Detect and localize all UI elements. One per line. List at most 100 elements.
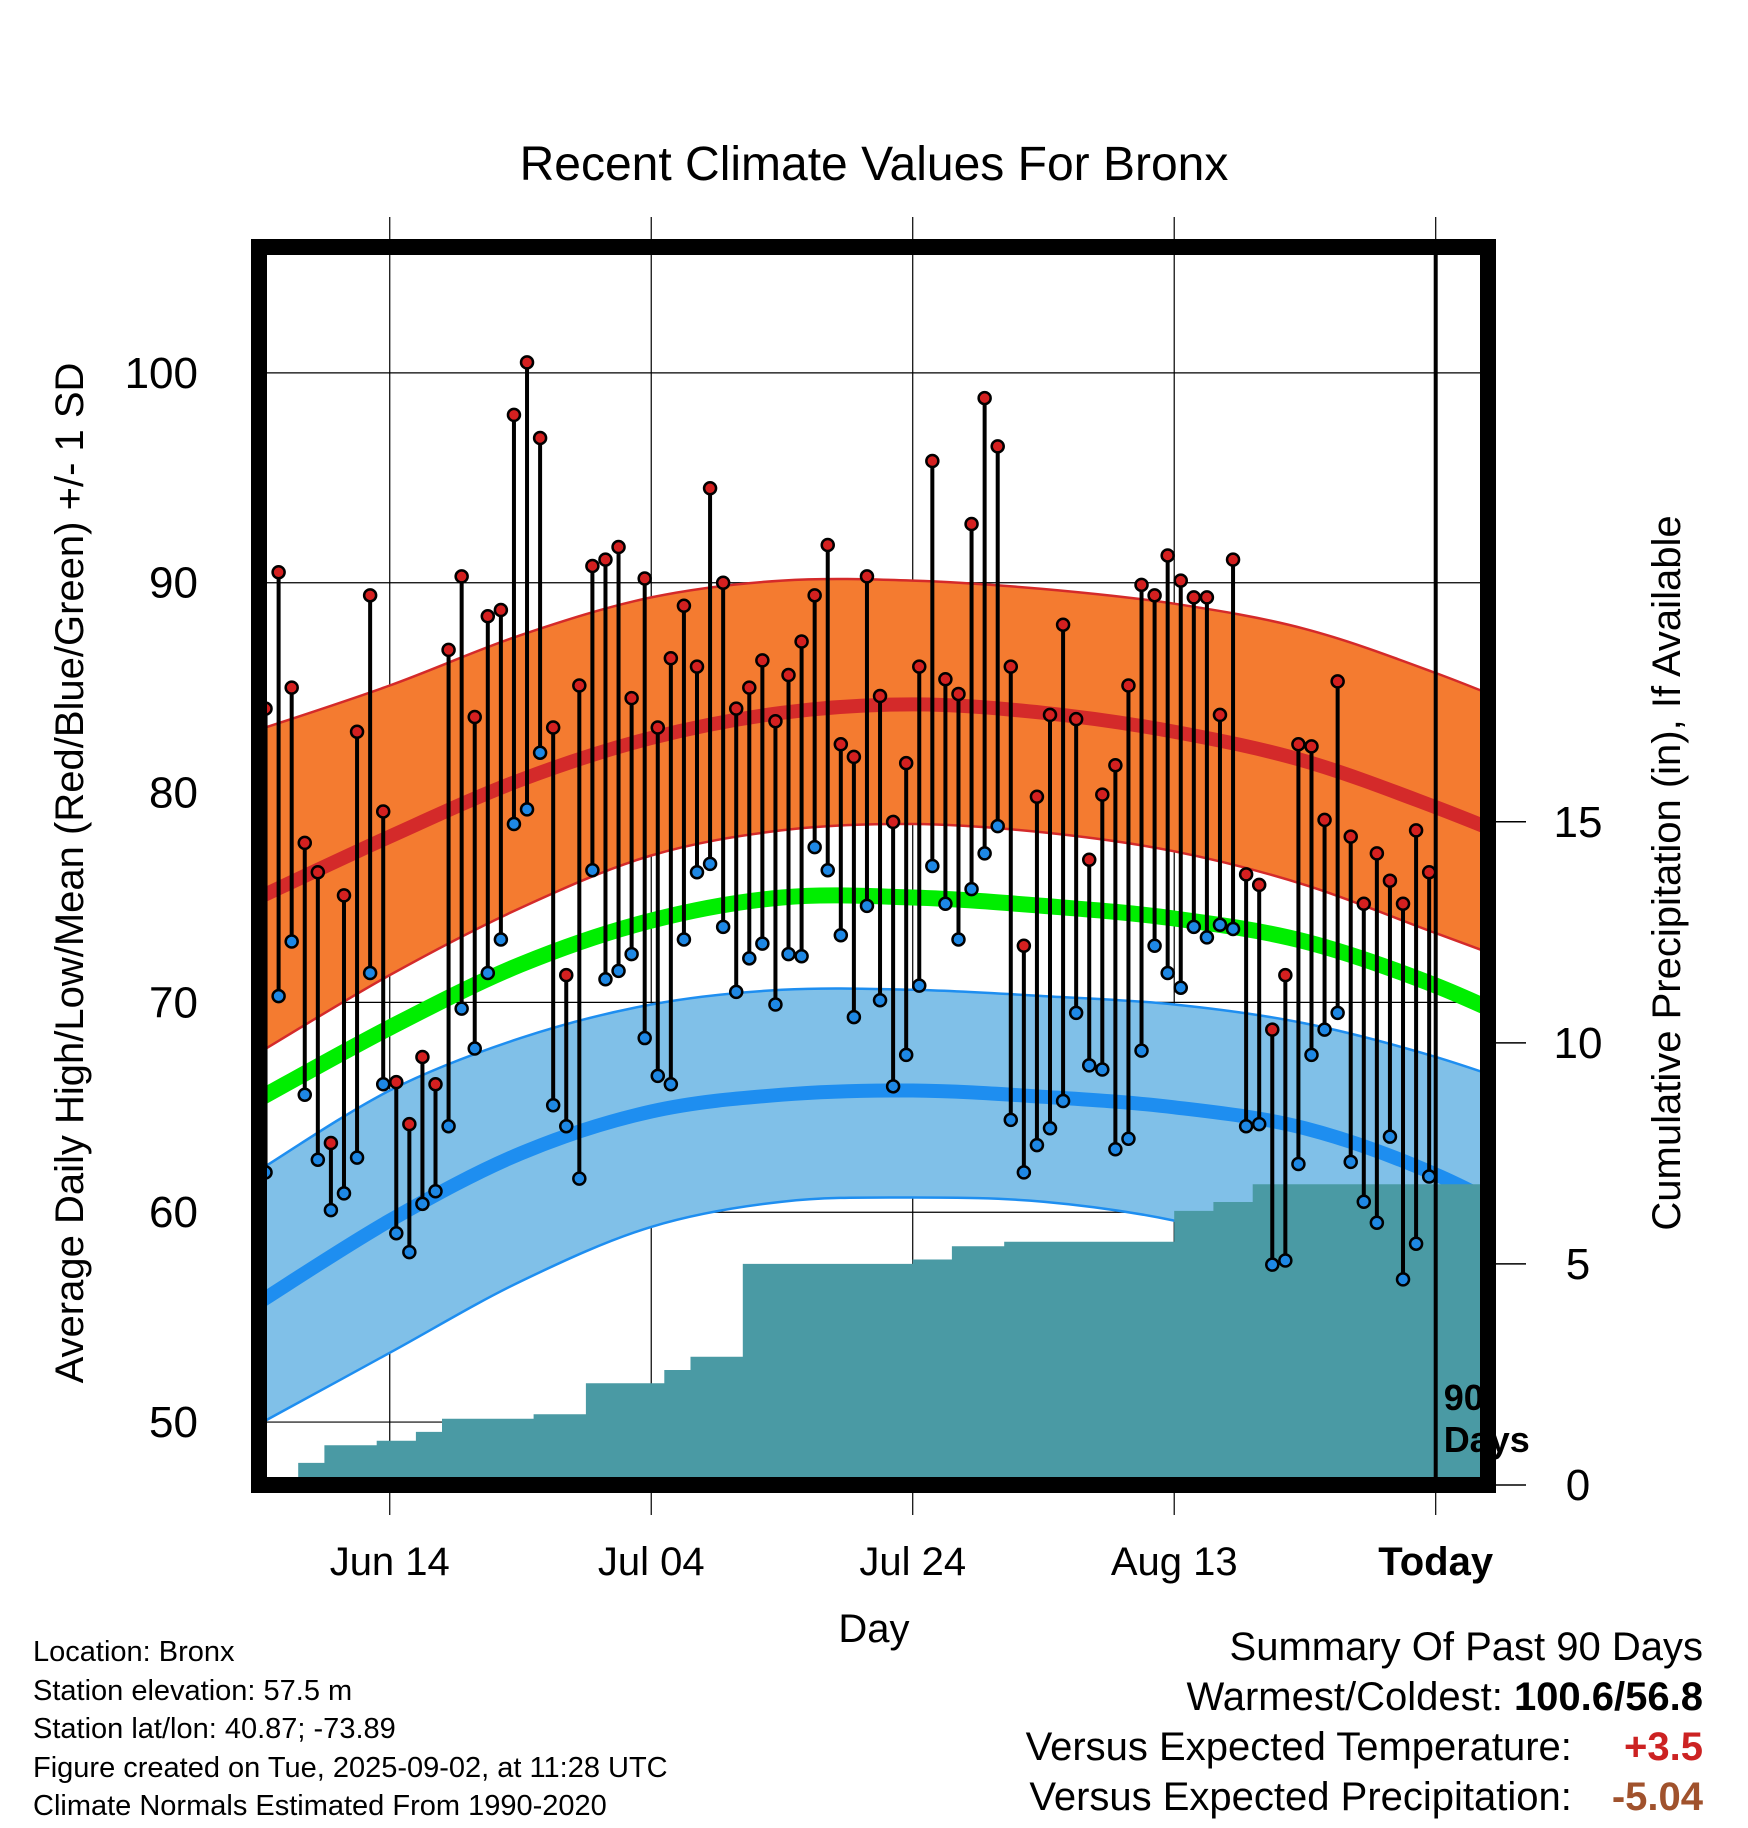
- daily-high-point: [1095, 787, 1110, 802]
- daily-low-point: [885, 1079, 901, 1094]
- low-upper-edge: [259, 987, 1488, 1172]
- daily-low-point: [742, 951, 757, 966]
- daily-high-point: [663, 651, 679, 666]
- daily-low-point: [1395, 1272, 1411, 1287]
- plot-frame: [251, 239, 1496, 1493]
- daily-low-point: [951, 932, 966, 947]
- daily-high-point: [375, 804, 391, 819]
- daily-low-point: [820, 862, 835, 878]
- daily-low-point: [1081, 1058, 1097, 1073]
- daily-low-point: [1108, 1142, 1123, 1157]
- daily-high-point: [585, 558, 600, 574]
- daily-low-point: [519, 802, 535, 817]
- daily-low-point: [271, 988, 286, 1004]
- daily-low-point: [833, 927, 849, 943]
- daily-low-point: [1278, 1253, 1293, 1268]
- x-tick-label: Jun 14: [330, 1540, 450, 1584]
- daily-low-point: [990, 818, 1005, 834]
- daily-low-point: [964, 881, 979, 897]
- daily-high-point: [349, 724, 365, 739]
- daily-high-point: [480, 609, 496, 624]
- daily-low-point: [297, 1087, 313, 1102]
- daily-high-point: [1016, 938, 1032, 953]
- daily-high-point: [310, 865, 326, 880]
- daily-low-point: [362, 965, 378, 981]
- summary-precip-row: Versus Expected Precipitation: -5.04: [1026, 1772, 1703, 1822]
- daily-low-point: [1304, 1047, 1319, 1063]
- daily-high-point: [1265, 1022, 1280, 1037]
- daily-low-point: [349, 1150, 365, 1165]
- station-info: Location: Bronx Station elevation: 57.5 …: [33, 1633, 668, 1826]
- daily-high-point: [1042, 707, 1058, 723]
- daily-high-point: [807, 588, 822, 603]
- high-lower-edge: [259, 822, 1488, 1054]
- daily-high-point: [284, 680, 299, 695]
- daily-high-point: [1251, 877, 1267, 893]
- daily-low-point: [846, 1009, 862, 1025]
- daily-low-point: [1238, 1118, 1254, 1134]
- precipitation-area: [259, 1184, 1488, 1485]
- daily-high-point: [794, 634, 809, 649]
- daily-low-point: [663, 1076, 679, 1092]
- daily-low-point: [532, 745, 548, 760]
- daily-low-point: [1173, 980, 1188, 995]
- daily-high-point: [336, 888, 352, 903]
- daily-low-point: [1212, 917, 1228, 933]
- daily-low-point: [415, 1196, 430, 1212]
- daily-low-point: [1068, 1005, 1084, 1021]
- precip-label: Versus Expected Precipitation:: [1029, 1775, 1572, 1819]
- daily-high-point: [833, 737, 849, 752]
- daily-low-point: [1095, 1062, 1110, 1077]
- daily-low-point: [1121, 1131, 1136, 1147]
- daily-low-point: [781, 946, 796, 962]
- daily-high-point: [1369, 846, 1385, 861]
- daily-high-point: [454, 569, 469, 584]
- y2-tick-label: 0: [1566, 1461, 1590, 1510]
- daily-high-point: [1212, 707, 1228, 723]
- y-tick-label: 60: [149, 1188, 198, 1237]
- y-tick-label: 50: [149, 1398, 198, 1447]
- summary-panel: Summary Of Past 90 Days Warmest/Coldest:…: [1026, 1622, 1703, 1822]
- daily-high-point: [885, 814, 901, 830]
- daily-high-point: [441, 642, 456, 658]
- daily-low-point: [676, 932, 692, 947]
- daily-high-point: [650, 720, 666, 735]
- daily-low-point: [545, 1097, 561, 1113]
- daily-low-point: [872, 993, 888, 1008]
- daily-low-point: [1186, 919, 1202, 935]
- daily-high-point: [742, 680, 757, 695]
- daily-high-point: [859, 569, 875, 584]
- daily-low-point: [1042, 1121, 1058, 1136]
- daily-low-point: [375, 1076, 391, 1092]
- daily-high-point: [1147, 588, 1162, 603]
- daily-high-point: [297, 835, 313, 851]
- daily-low-point: [402, 1244, 417, 1260]
- daily-high-point: [637, 571, 652, 586]
- daily-high-point: [1160, 548, 1175, 563]
- info-latlon: Station lat/lon: 40.87; -73.89: [33, 1713, 396, 1745]
- daily-high-point: [951, 686, 966, 702]
- daily-high-point: [1395, 896, 1411, 912]
- daily-low-point: [702, 856, 718, 872]
- daily-high-point: [676, 598, 692, 614]
- daily-high-point: [990, 439, 1005, 454]
- daily-high-point: [1173, 573, 1188, 588]
- precip-value: -5.04: [1611, 1775, 1703, 1819]
- temp-value: +3.5: [1624, 1725, 1703, 1769]
- daily-low-point: [1251, 1116, 1267, 1132]
- daily-low-point: [598, 972, 613, 987]
- daily-high-point: [1356, 896, 1372, 912]
- daily-high-point: [846, 749, 862, 765]
- daily-high-point: [506, 407, 522, 423]
- daily-high-point: [389, 1074, 404, 1090]
- daily-low-point: [755, 936, 770, 951]
- daily-low-point: [1160, 965, 1175, 981]
- x-tick-label: Aug 13: [1111, 1540, 1238, 1584]
- daily-low-point: [1134, 1043, 1149, 1058]
- summary-temp-row: Versus Expected Temperature: +3.5: [1026, 1722, 1703, 1772]
- daily-high-point: [1081, 852, 1097, 867]
- y-tick-label: 70: [149, 978, 198, 1027]
- daily-low-point: [336, 1186, 352, 1201]
- y-tick-label: 90: [149, 559, 198, 608]
- daily-low-point: [506, 816, 522, 832]
